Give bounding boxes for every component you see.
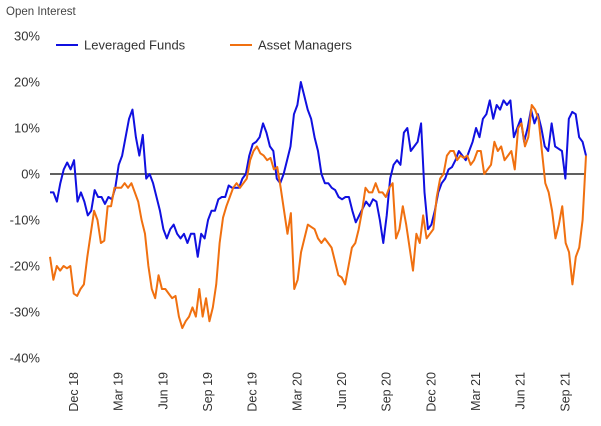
x-tick-label: Jun 19 xyxy=(156,372,170,410)
series-lines xyxy=(49,81,587,330)
x-tick-label: Dec 20 xyxy=(424,372,438,412)
legend-label-asset-managers: Asset Managers xyxy=(258,38,352,53)
y-tick-labels: -40% -30% -20% -10% 0% 10% 20% 30% xyxy=(10,29,41,366)
y-tick-label: 30% xyxy=(14,29,40,44)
series-line-asset-managers xyxy=(49,104,587,330)
x-tick-label: Mar 20 xyxy=(290,372,304,411)
y-tick-label: -40% xyxy=(10,351,41,366)
x-tick-labels: Dec 18 Mar 19 Jun 19 Sep 19 Dec 19 Mar 20 Jun … xyxy=(67,372,572,412)
y-tick-label: 10% xyxy=(14,121,40,136)
x-tick-label: Sep 20 xyxy=(380,372,394,412)
x-tick-label: Jun 20 xyxy=(335,372,349,410)
y-tick-label: 0% xyxy=(21,167,40,182)
y-tick-label: -20% xyxy=(10,259,41,274)
x-tick-label: Mar 21 xyxy=(469,372,483,411)
legend: Leveraged Funds Asset Managers xyxy=(56,38,352,53)
y-tick-label: 20% xyxy=(14,75,40,90)
y-tick-label: -30% xyxy=(10,305,41,320)
legend-label-leveraged-funds: Leveraged Funds xyxy=(84,38,186,53)
y-axis-label: Open Interest xyxy=(6,6,76,18)
x-tick-label: Dec 19 xyxy=(246,372,260,412)
y-tick-label: -10% xyxy=(10,213,41,228)
x-tick-label: Mar 19 xyxy=(112,372,126,411)
x-tick-label: Sep 19 xyxy=(201,372,215,412)
x-tick-label: Sep 21 xyxy=(558,372,572,412)
x-tick-label: Dec 18 xyxy=(67,372,81,412)
series-line-leveraged-funds xyxy=(50,81,587,258)
x-tick-label: Jun 21 xyxy=(514,372,528,410)
